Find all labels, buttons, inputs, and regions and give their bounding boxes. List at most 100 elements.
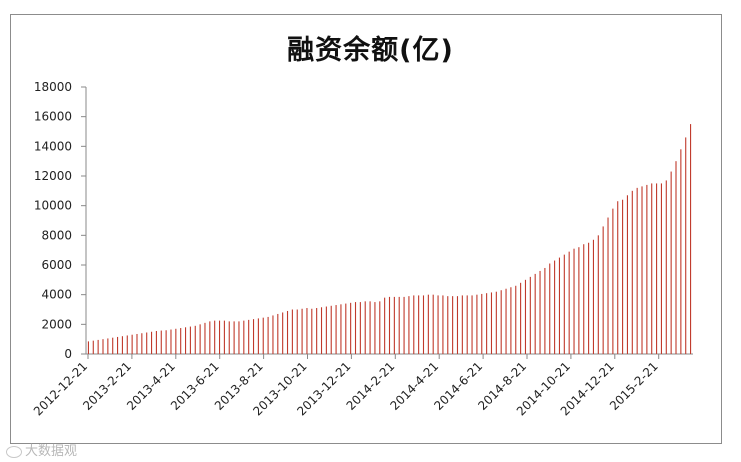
bar: [568, 251, 570, 354]
bar: [117, 336, 119, 354]
bar: [92, 340, 94, 354]
bar: [345, 303, 347, 354]
bar: [471, 295, 473, 354]
bar: [422, 295, 425, 354]
bar: [180, 328, 182, 354]
bar: [500, 290, 502, 354]
bar: [384, 297, 386, 354]
bar: [403, 296, 405, 354]
bar: [185, 327, 187, 354]
bar: [646, 184, 648, 354]
y-tick-label: 8000: [41, 228, 72, 242]
bar: [670, 171, 672, 354]
bar: [539, 270, 541, 354]
bar: [121, 336, 123, 354]
bar: [330, 305, 332, 354]
bar: [656, 183, 658, 354]
bar: [131, 334, 133, 354]
bar: [622, 199, 624, 354]
bar: [495, 291, 497, 354]
bar: [175, 328, 177, 354]
bar: [481, 293, 483, 354]
bar: [316, 308, 318, 354]
bar: [456, 296, 459, 354]
bar: [306, 308, 308, 354]
bar: [675, 161, 677, 354]
bar: [515, 285, 517, 354]
bar: [204, 322, 206, 354]
bar: [112, 337, 114, 354]
bar: [461, 295, 463, 354]
y-tick-label: 2000: [41, 317, 72, 331]
bar: [218, 320, 221, 355]
bar: [490, 292, 493, 354]
bar: [602, 226, 604, 354]
bar: [549, 263, 551, 354]
y-tick-label: 16000: [34, 110, 72, 124]
bar: [578, 247, 580, 354]
bar: [529, 276, 531, 354]
bar: [97, 339, 99, 354]
bar: [189, 326, 191, 354]
bar: [558, 257, 561, 354]
bar: [612, 208, 614, 354]
bar: [607, 217, 609, 354]
bar: [228, 321, 230, 354]
bar: [277, 313, 279, 354]
bar: [248, 319, 250, 354]
bar: [651, 183, 653, 354]
bar: [320, 307, 323, 354]
bar: [262, 317, 264, 354]
bar: [486, 293, 488, 354]
bar: [690, 124, 692, 354]
bar: [238, 321, 240, 354]
bar: [233, 321, 235, 354]
bar: [505, 288, 507, 354]
bar: [563, 254, 565, 354]
bar: [466, 295, 468, 354]
bar: [151, 331, 153, 354]
bar: [660, 183, 662, 354]
bar: [447, 296, 449, 354]
bar: [272, 315, 274, 354]
bar: [583, 244, 585, 354]
y-tick-label: 6000: [41, 258, 72, 272]
bar: [418, 295, 420, 354]
bar: [520, 282, 522, 354]
bar: [146, 332, 148, 354]
bar: [554, 260, 556, 354]
bar: [665, 180, 667, 354]
bar: [214, 320, 216, 355]
bar: [267, 316, 269, 354]
bar: [199, 324, 201, 354]
bar: [617, 201, 619, 354]
bar: [398, 296, 400, 354]
bar: [359, 302, 361, 354]
bar: [155, 331, 157, 354]
bar: [626, 195, 628, 354]
bar: [437, 295, 439, 354]
y-tick-label: 4000: [41, 288, 72, 302]
bar: [301, 308, 303, 354]
bar: [408, 296, 410, 354]
bar: [170, 329, 172, 354]
watermark-text: 大数据观: [25, 444, 78, 459]
y-tick-label: 18000: [34, 80, 72, 94]
bar: [136, 333, 138, 354]
bar: [126, 335, 128, 354]
y-tick-label: 10000: [34, 199, 72, 213]
bar: [107, 338, 109, 354]
bar: [160, 330, 162, 354]
y-tick-label: 12000: [34, 169, 72, 183]
bar: [592, 239, 594, 354]
bar: [282, 312, 284, 354]
bar: [354, 302, 357, 354]
bar: [325, 306, 327, 354]
y-tick-label: 14000: [34, 139, 72, 153]
camera-icon: [6, 445, 22, 458]
bar: [374, 302, 376, 354]
bar: [296, 309, 298, 354]
bar: [388, 296, 391, 354]
chart-title: 融资余额(亿): [287, 35, 454, 66]
